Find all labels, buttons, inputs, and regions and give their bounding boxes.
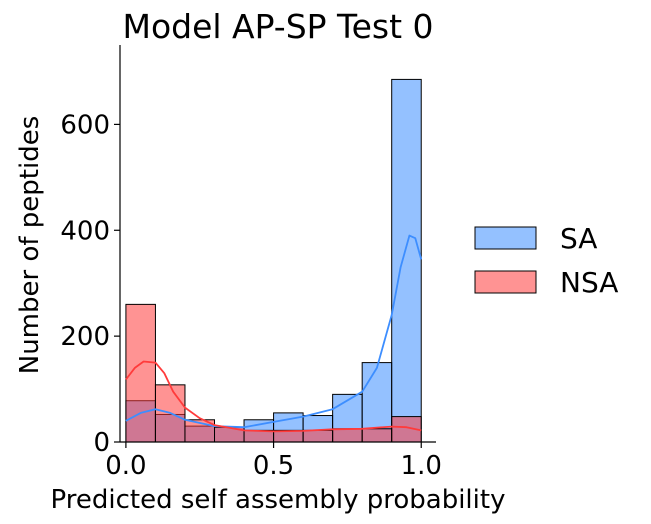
y-tick-label: 200 [60,322,110,352]
x-tick-label: 1.0 [401,451,442,481]
y-tick-label: 600 [60,110,110,140]
bar-nsa-6 [302,429,334,443]
legend-swatch-sa [474,226,537,250]
legend-label-sa: SA [560,222,597,255]
y-tick-label: 400 [60,216,110,246]
chart-title: Model AP-SP Test 0 [122,7,433,46]
y-axis-label: Number of peptides [15,116,45,375]
x-tick-label: 0.5 [253,451,294,481]
bar-sa-9 [391,78,422,443]
legend: SA NSA [474,222,618,299]
kde-line-sa [125,234,423,429]
x-tick-label: 0.0 [105,451,146,481]
x-axis-label: Predicted self assembly probability [51,485,506,515]
kde-line-nsa [125,360,422,433]
y-ticks: 0 200 400 600 [60,110,120,458]
x-ticks: 0.0 0.5 1.0 [105,442,442,481]
bar-nsa-7 [332,428,363,443]
legend-swatch-nsa [474,270,537,294]
legend-label-nsa: NSA [560,266,618,299]
bars-layer [125,78,422,443]
bar-nsa-8 [361,428,393,443]
kde-layer [125,234,423,433]
y-tick-label: 0 [93,428,110,458]
